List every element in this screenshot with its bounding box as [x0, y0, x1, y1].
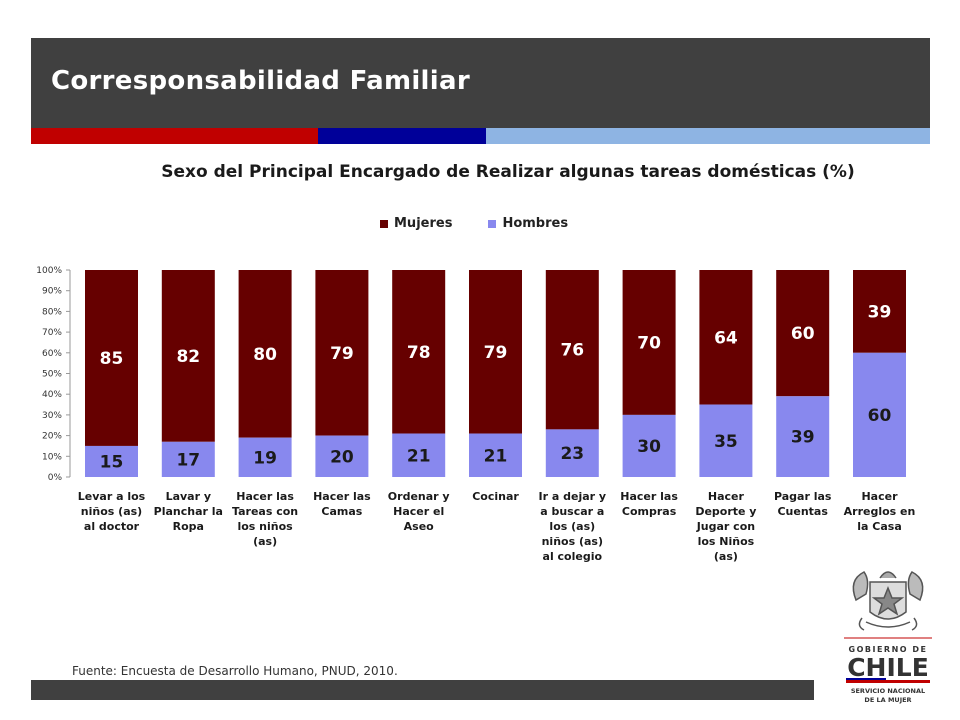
logo-line2: CHILE	[847, 653, 929, 682]
bar-hombres	[776, 396, 830, 477]
bar-mujeres	[853, 270, 906, 353]
data-label-hombres: 21	[484, 446, 508, 466]
x-category-label: Hacer Arreglos en la Casa	[844, 490, 916, 533]
coat-of-arms-icon	[852, 571, 924, 631]
bar-hombres	[161, 441, 215, 477]
x-category-label: Hacer las Camas	[313, 490, 371, 518]
legend-label-hombres: Hombres	[502, 216, 569, 231]
logo-line4: DE LA MUJER	[864, 696, 911, 704]
data-label-hombres: 23	[560, 444, 584, 464]
y-tick-label: 60%	[42, 349, 62, 359]
x-category-label: Pagar las Cuentas	[774, 490, 832, 518]
x-category-label: Cocinar	[472, 490, 519, 503]
x-category-label: Hacer las Compras	[620, 490, 678, 518]
data-label-mujeres: 85	[100, 349, 124, 369]
legend-label-mujeres: Mujeres	[394, 216, 453, 231]
stripe-light-blue	[486, 128, 930, 144]
bar-mujeres	[85, 270, 138, 446]
data-label-mujeres: 82	[176, 347, 200, 367]
y-tick-label: 10%	[42, 452, 62, 462]
bar-mujeres	[238, 270, 292, 438]
data-label-mujeres: 64	[714, 328, 738, 348]
bar-mujeres	[315, 270, 369, 436]
y-tick-label: 30%	[42, 411, 62, 421]
data-label-mujeres: 80	[253, 345, 277, 365]
stripe-red	[31, 128, 318, 144]
y-tick-label: 0%	[48, 473, 63, 483]
data-label-mujeres: 39	[868, 302, 892, 322]
data-label-mujeres: 79	[330, 344, 354, 364]
bar-hombres	[699, 404, 753, 477]
data-label-hombres: 19	[253, 448, 277, 468]
header-bar: Corresponsabilidad Familiar	[31, 38, 930, 128]
data-label-mujeres: 79	[484, 343, 508, 363]
stripe-blue	[318, 128, 486, 144]
x-category-label: Hacer Deporte y Jugar con los Niños (as)	[695, 490, 756, 563]
gobierno-chile-logo: GOBIERNO DE CHILE SERVICIO NACIONAL DE L…	[844, 571, 932, 704]
bar-mujeres	[161, 270, 215, 442]
logo-text: GOBIERNO DE CHILE SERVICIO NACIONAL DE L…	[844, 637, 932, 704]
bar-hombres	[545, 429, 599, 477]
data-label-hombres: 15	[100, 452, 124, 472]
x-category-label: Levar a los niños (as) al doctor	[78, 490, 146, 533]
y-tick-label: 100%	[36, 266, 62, 276]
data-label-hombres: 20	[330, 447, 354, 467]
y-tick-label: 50%	[42, 370, 62, 380]
y-tick-label: 20%	[42, 432, 62, 442]
data-label-hombres: 30	[637, 437, 661, 457]
bar-mujeres	[545, 270, 599, 430]
bar-hombres	[392, 433, 446, 477]
legend-item-hombres: Hombres	[488, 216, 568, 231]
bar-mujeres	[469, 270, 522, 434]
bar-hombres	[853, 352, 906, 477]
bar-mujeres	[392, 270, 446, 434]
bar-hombres	[85, 445, 138, 477]
source-note: Fuente: Encuesta de Desarrollo Humano, P…	[72, 664, 398, 678]
y-tick-label: 40%	[42, 390, 62, 400]
bar-mujeres	[776, 270, 830, 397]
data-label-mujeres: 70	[637, 333, 661, 353]
bar-hombres	[238, 437, 292, 477]
legend-swatch-mujeres	[380, 219, 388, 228]
y-tick-label: 70%	[42, 328, 62, 338]
legend-item-mujeres: Mujeres	[380, 216, 452, 231]
data-label-hombres: 39	[791, 428, 815, 448]
x-category-label: Lavar y Planchar la Ropa	[154, 490, 223, 533]
bar-mujeres	[622, 270, 676, 415]
data-label-mujeres: 78	[407, 343, 431, 363]
bar-hombres	[315, 435, 369, 477]
chart-legend: Mujeres Hombres	[380, 216, 568, 231]
data-label-mujeres: 76	[560, 341, 584, 361]
bar-hombres	[622, 414, 676, 477]
chart-title: Sexo del Principal Encargado de Realizar…	[161, 162, 855, 182]
data-label-hombres: 35	[714, 432, 738, 452]
logo-line1: GOBIERNO DE	[849, 645, 928, 654]
page-title: Corresponsabilidad Familiar	[51, 66, 470, 96]
data-label-hombres: 21	[407, 446, 431, 466]
footer-bar	[31, 680, 814, 700]
x-category-label: Ordenar y Hacer el Aseo	[388, 490, 450, 533]
data-label-hombres: 17	[176, 450, 200, 470]
bar-hombres	[469, 433, 522, 477]
legend-swatch-hombres	[488, 219, 497, 228]
logo-line3: SERVICIO NACIONAL	[851, 687, 925, 695]
data-label-hombres: 60	[868, 406, 892, 426]
y-tick-label: 90%	[42, 287, 62, 297]
bar-mujeres	[699, 270, 753, 405]
data-label-mujeres: 60	[791, 324, 815, 344]
x-category-label: Hacer las Tareas con los niños (as)	[232, 490, 298, 548]
y-tick-label: 80%	[42, 307, 62, 317]
